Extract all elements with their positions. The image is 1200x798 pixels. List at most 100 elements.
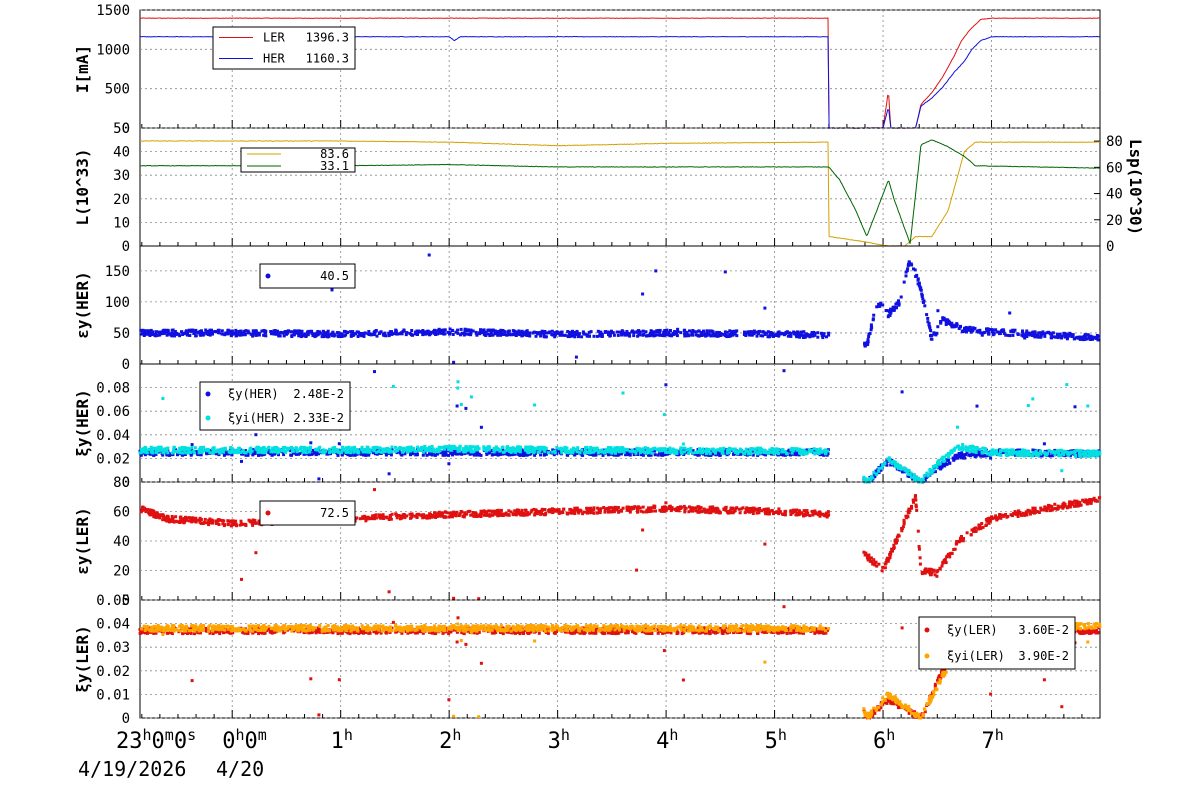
data-point	[1021, 452, 1025, 456]
data-point	[428, 330, 432, 334]
data-point	[508, 449, 512, 453]
data-point	[146, 329, 150, 333]
data-point	[931, 465, 935, 468]
data-point	[782, 369, 786, 373]
data-point	[244, 329, 248, 333]
data-point	[1018, 450, 1022, 454]
data-point	[671, 447, 675, 451]
data-point	[999, 453, 1003, 457]
data-point	[331, 331, 335, 335]
y-tick-label: 1500	[96, 3, 130, 19]
data-point	[908, 473, 912, 477]
data-point	[360, 445, 364, 449]
data-point	[682, 504, 686, 508]
data-point	[702, 333, 706, 337]
data-point	[622, 447, 626, 451]
data-point	[356, 448, 360, 452]
data-point	[139, 453, 143, 457]
data-point	[519, 446, 523, 450]
data-point	[375, 446, 379, 450]
data-point	[899, 467, 903, 470]
data-point	[393, 450, 397, 453]
data-point	[917, 478, 920, 482]
data-point	[757, 450, 760, 454]
data-point	[252, 451, 256, 455]
legend-box	[199, 381, 351, 431]
data-point	[147, 448, 151, 451]
data-point	[1089, 336, 1093, 339]
data-point	[144, 446, 148, 450]
data-point	[669, 333, 673, 337]
data-point	[217, 328, 221, 332]
data-point	[600, 334, 604, 338]
data-point	[498, 331, 502, 335]
data-point	[798, 331, 802, 335]
data-point	[718, 448, 722, 452]
data-point	[423, 331, 427, 335]
data-point	[738, 447, 742, 451]
data-point	[517, 445, 521, 449]
data-point	[141, 450, 145, 454]
data-point	[660, 451, 663, 455]
data-point	[326, 331, 330, 335]
data-point	[1072, 337, 1076, 341]
data-point	[881, 464, 885, 468]
data-point	[668, 446, 672, 450]
data-point	[155, 333, 159, 337]
data-point	[487, 509, 491, 513]
data-point	[177, 450, 180, 454]
data-point	[420, 330, 424, 334]
data-point	[543, 330, 547, 333]
data-point	[615, 508, 619, 512]
data-point	[452, 360, 456, 364]
data-point	[643, 451, 647, 455]
data-point	[1079, 454, 1083, 458]
data-point	[1002, 332, 1006, 335]
data-point	[785, 451, 788, 455]
data-point	[259, 450, 263, 454]
data-point	[709, 453, 713, 457]
data-point	[1015, 450, 1019, 454]
data-point	[912, 473, 916, 477]
data-point	[1027, 331, 1031, 335]
data-point	[172, 334, 176, 338]
data-point	[1060, 504, 1064, 508]
data-point	[939, 321, 943, 325]
data-point	[194, 328, 198, 332]
data-point	[885, 459, 889, 463]
data-point	[361, 332, 365, 335]
data-point	[1042, 442, 1046, 446]
data-point	[556, 331, 560, 335]
data-point	[517, 329, 521, 333]
data-point	[980, 333, 984, 337]
data-point	[254, 446, 258, 450]
data-point	[883, 462, 887, 465]
series-1	[140, 140, 1101, 247]
data-point	[773, 333, 776, 337]
data-point	[428, 445, 431, 449]
data-point	[989, 456, 993, 460]
data-point	[534, 334, 538, 338]
data-point	[211, 330, 214, 334]
data-point	[964, 453, 968, 456]
data-point	[865, 340, 869, 344]
data-point	[300, 449, 304, 453]
data-point	[215, 330, 219, 334]
data-point	[390, 450, 394, 454]
data-point	[518, 333, 522, 337]
data-point	[621, 506, 625, 510]
legend-swatch	[205, 391, 211, 397]
data-point	[624, 453, 628, 457]
data-point	[894, 305, 898, 309]
data-point	[730, 447, 734, 451]
data-point	[350, 446, 354, 450]
data-point	[577, 334, 581, 338]
data-point	[744, 331, 748, 335]
data-point	[429, 451, 433, 455]
data-point	[739, 452, 743, 456]
data-point	[995, 330, 999, 334]
data-point	[505, 452, 509, 456]
data-point	[334, 450, 338, 454]
